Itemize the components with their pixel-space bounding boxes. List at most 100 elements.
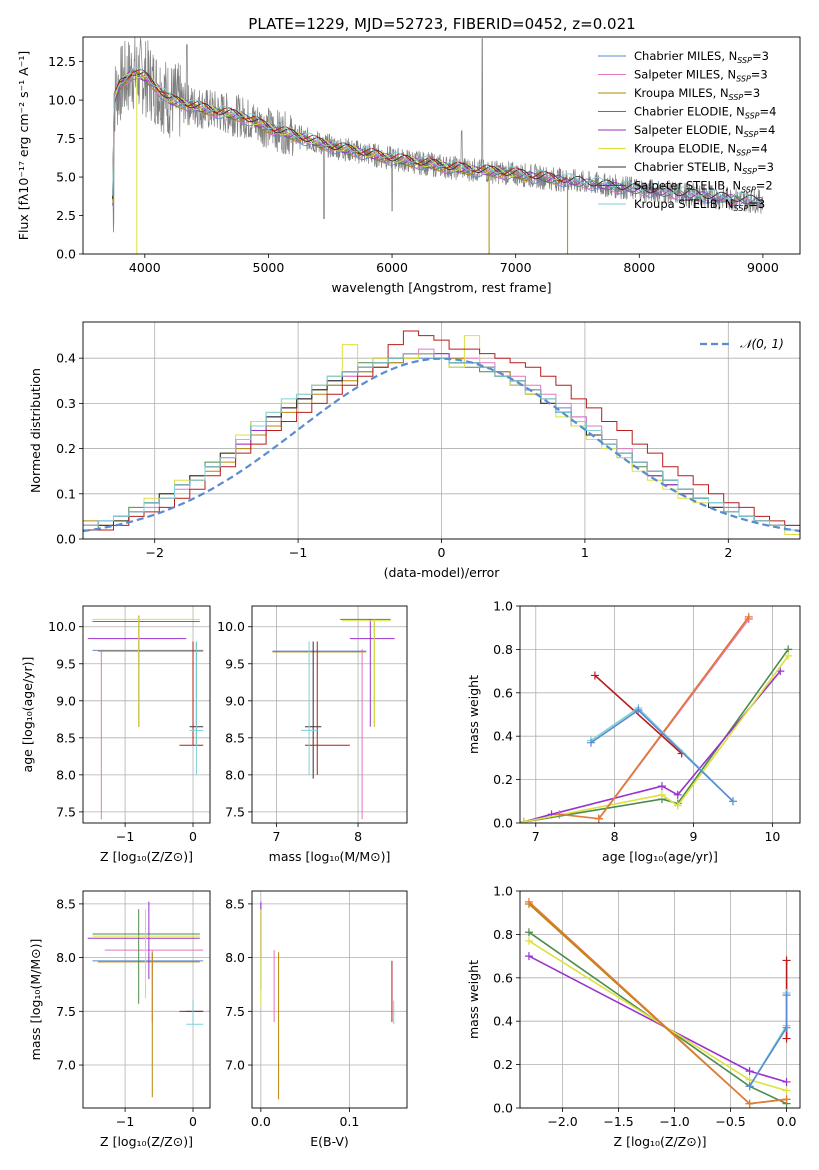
- legend-entry: Kroupa ELODIE, NSSP=4: [634, 142, 768, 158]
- x-tick-label: −2: [145, 545, 163, 560]
- mass-weight-marker: [744, 612, 753, 621]
- weight-vs-age-panel: 7 8 9 10 0.0 0.2 0.4 0.6 0.8 1.0 age [log₁₀(age/yr…: [466, 599, 801, 864]
- age-vs-mass-panel: 7 8 7.5 8.0 8.5 9.0 9.5 10.0 mass [log₁₀(M/M⊙)]: [217, 605, 408, 864]
- y-tick-label: 1.0: [493, 599, 513, 614]
- mass-weight-marker: [782, 956, 791, 965]
- x-tick-label: 0: [438, 545, 446, 560]
- legend-entry: Kroupa MILES, NSSP=3: [634, 86, 760, 102]
- x-tick-label: 7: [272, 829, 280, 844]
- y-tick-label: 0.2: [493, 1057, 513, 1072]
- mass-weight-marker: [555, 810, 564, 819]
- x-tick-label: −0.5: [715, 1114, 745, 1129]
- y-tick-label: 0.0: [56, 247, 76, 262]
- legend-entry: Salpeter STELIB, NSSP=2: [634, 179, 773, 195]
- model-spectrum-line: [112, 69, 763, 206]
- mass-weight-marker: [782, 1023, 791, 1032]
- x-axis-label: Z [log₁₀(Z/Z⊙)]: [100, 849, 193, 864]
- axes-frame: [519, 890, 801, 1109]
- axes-frame: [82, 36, 801, 255]
- y-tick-label: 0.2: [56, 441, 76, 456]
- mass-weight-line: [523, 648, 789, 823]
- y-tick-label: 0.4: [493, 1014, 513, 1029]
- x-tick-label: 7: [532, 829, 540, 844]
- y-tick-label: 7.5: [56, 804, 76, 819]
- y-tick-label: 7.0: [225, 1058, 245, 1073]
- y-tick-label: 9.0: [225, 693, 245, 708]
- y-tick-label: 7.0: [56, 1058, 76, 1073]
- x-tick-label: −1.0: [659, 1114, 689, 1129]
- y-tick-label: 10.0: [48, 619, 76, 634]
- y-tick-label: 8.0: [56, 767, 76, 782]
- y-tick-label: 7.5: [225, 804, 245, 819]
- legend-entry: Salpeter ELODIE, NSSP=4: [634, 123, 775, 139]
- mass-weight-marker: [782, 1034, 791, 1043]
- x-axis-label: age [log₁₀(age/yr)]: [602, 849, 718, 864]
- y-tick-label: 7.5: [225, 1004, 245, 1019]
- x-tick-label: 9000: [747, 260, 779, 275]
- legend-entry: Chabrier MILES, NSSP=3: [634, 49, 769, 65]
- x-tick-label: 9: [690, 829, 698, 844]
- y-tick-label: 0.0: [493, 1101, 513, 1116]
- weight-vs-age-plot-area: [520, 612, 793, 823]
- model-spectrum-line: [112, 66, 763, 203]
- y-tick-label: 10.0: [48, 93, 76, 108]
- x-axis-label: mass [log₁₀(M/M⊙)]: [269, 849, 391, 864]
- y-tick-label: 12.5: [48, 54, 76, 69]
- x-tick-label: 1: [581, 545, 589, 560]
- y-tick-label: 0.8: [493, 642, 513, 657]
- y-axis-label: Flux [fλ10⁻¹⁷ erg cm⁻² s⁻¹ A⁻¹]: [16, 51, 31, 240]
- age-vs-mass-plot-area: [272, 618, 395, 820]
- legend-entry: Salpeter MILES, NSSP=3: [634, 68, 768, 84]
- axes-frame: [519, 605, 801, 824]
- y-tick-label: 8.0: [225, 767, 245, 782]
- mass-weight-line: [528, 901, 787, 1105]
- x-axis-label: wavelength [Angstrom, rest frame]: [331, 280, 551, 295]
- mass-weight-marker: [594, 814, 603, 823]
- model-spectrum-line: [112, 71, 763, 204]
- y-tick-label: 8.5: [56, 896, 76, 911]
- y-tick-label: 8.5: [56, 730, 76, 745]
- mass-weight-marker: [586, 738, 595, 747]
- mass-weight-marker: [524, 936, 533, 945]
- y-tick-label: 5.0: [56, 170, 76, 185]
- legend-entry: 𝒩(0, 1): [740, 337, 784, 351]
- y-tick-label: 0.2: [493, 772, 513, 787]
- mass-weight-marker: [728, 797, 737, 806]
- mass-weight-marker: [657, 782, 666, 791]
- x-tick-label: 8: [354, 829, 362, 844]
- mass-weight-marker: [782, 991, 791, 1000]
- mass-weight-marker: [784, 651, 793, 660]
- y-tick-label: 0.8: [493, 927, 513, 942]
- y-tick-label: 0.4: [56, 351, 76, 366]
- residuals-plot-area: [83, 330, 800, 539]
- x-tick-label: 2: [724, 545, 732, 560]
- y-tick-label: 9.5: [56, 656, 76, 671]
- mass-weight-marker: [524, 952, 533, 961]
- model-spectrum-line: [112, 69, 567, 196]
- x-axis-label: (data-model)/error: [384, 565, 501, 580]
- axes-frame: [251, 890, 408, 1109]
- residual-histogram: [83, 330, 800, 539]
- mass-vs-z-plot-area: [87, 901, 204, 1098]
- y-tick-label: 8.5: [225, 730, 245, 745]
- mass-weight-marker: [745, 1067, 754, 1076]
- mass-weight-marker: [745, 1082, 754, 1091]
- axes-frame: [251, 605, 408, 824]
- x-tick-label: 0: [189, 1114, 197, 1129]
- y-tick-label: 2.5: [56, 208, 76, 223]
- y-tick-label: 0.6: [493, 685, 513, 700]
- mass-weight-marker: [673, 790, 682, 799]
- y-axis-label: Normed distribution: [28, 368, 43, 493]
- mass-weight-marker: [590, 671, 599, 680]
- x-tick-label: 0.0: [251, 1114, 271, 1129]
- legend-entry: Kroupa STELIB, NSSP=3: [634, 197, 765, 213]
- y-axis-label: mass [log₁₀(M/M⊙)]: [28, 939, 43, 1061]
- y-tick-label: 8.0: [56, 950, 76, 965]
- mass-weight-marker: [657, 790, 666, 799]
- weight-vs-z-plot-area: [524, 897, 791, 1108]
- mass-weight-marker: [782, 1095, 791, 1104]
- y-tick-label: 1.0: [493, 884, 513, 899]
- legend-entry: Chabrier ELODIE, NSSP=4: [634, 105, 776, 121]
- mass-vs-ebv-plot-area: [260, 901, 395, 1100]
